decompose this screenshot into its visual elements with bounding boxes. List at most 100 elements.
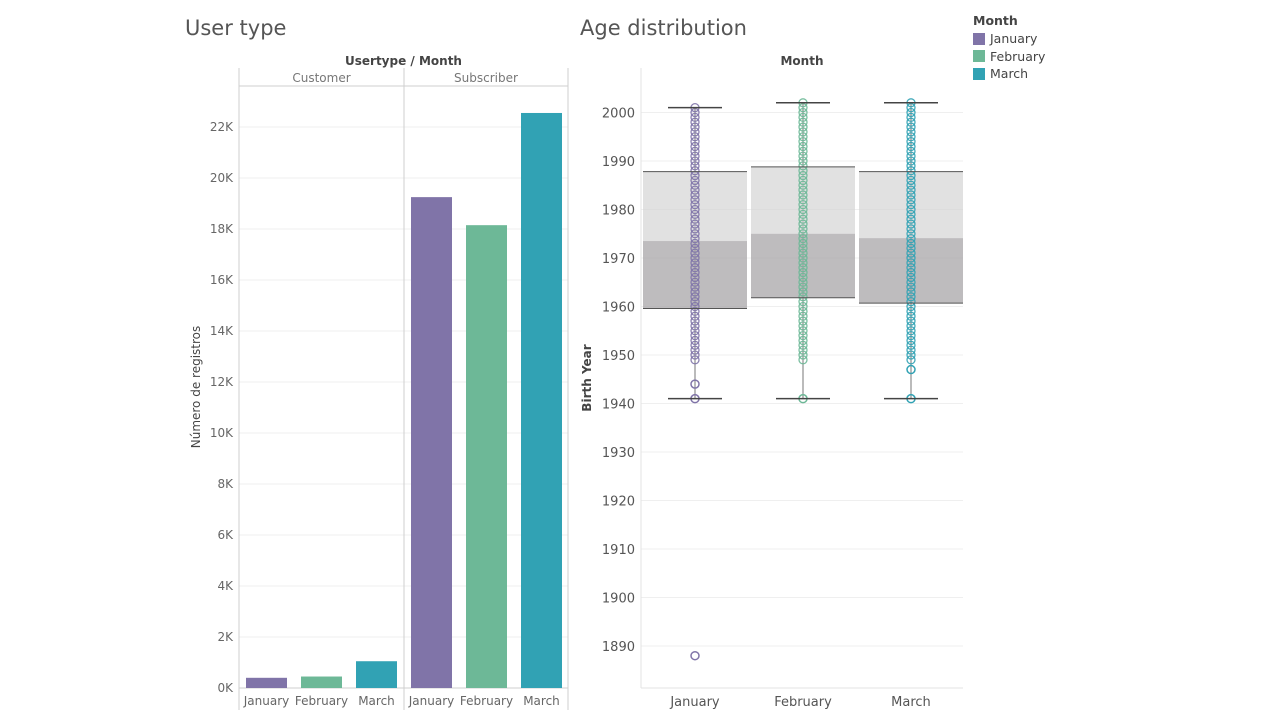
x-tick-label: February bbox=[295, 694, 348, 708]
bar bbox=[301, 676, 342, 688]
data-point bbox=[690, 214, 700, 224]
data-point bbox=[906, 355, 916, 365]
data-point bbox=[690, 127, 700, 137]
data-point bbox=[798, 258, 808, 268]
y-tick-label: 22K bbox=[210, 120, 234, 134]
data-point bbox=[690, 199, 700, 210]
y-tick-label: 1920 bbox=[602, 495, 635, 510]
data-point bbox=[906, 107, 916, 118]
y-tick-label: 16K bbox=[210, 273, 234, 287]
data-point bbox=[690, 219, 700, 229]
data-point bbox=[906, 233, 916, 244]
data-point bbox=[798, 98, 808, 108]
data-point bbox=[690, 243, 700, 253]
y-tick-label: 18K bbox=[210, 222, 234, 236]
data-point bbox=[798, 316, 808, 326]
y-tick-label: 1950 bbox=[602, 349, 635, 364]
data-point bbox=[690, 287, 700, 297]
data-point bbox=[690, 292, 700, 302]
data-point bbox=[690, 267, 700, 278]
data-point bbox=[798, 355, 808, 365]
data-point bbox=[798, 238, 808, 249]
data-point bbox=[690, 345, 700, 355]
y-tick-label: 2K bbox=[217, 630, 234, 644]
upper-box bbox=[751, 166, 855, 234]
data-point bbox=[690, 248, 700, 258]
data-point bbox=[906, 311, 916, 321]
data-point bbox=[906, 321, 916, 331]
data-point bbox=[690, 112, 700, 122]
legend-item-march[interactable]: March bbox=[973, 65, 1045, 83]
data-point bbox=[798, 180, 808, 190]
data-point bbox=[690, 238, 700, 249]
data-point bbox=[906, 219, 916, 229]
data-point bbox=[798, 287, 808, 297]
y-tick-label: 1890 bbox=[602, 640, 635, 655]
y-tick-label: 1980 bbox=[602, 204, 635, 219]
legend-item-february[interactable]: February bbox=[973, 48, 1045, 66]
data-point bbox=[690, 146, 700, 156]
data-point bbox=[690, 136, 700, 147]
data-point bbox=[690, 204, 700, 215]
data-point bbox=[798, 156, 808, 166]
outlier-point bbox=[690, 379, 700, 389]
data-point bbox=[906, 229, 916, 239]
data-point bbox=[690, 277, 700, 287]
data-point bbox=[798, 263, 808, 273]
data-point bbox=[798, 151, 808, 161]
data-point bbox=[690, 103, 700, 113]
data-point bbox=[798, 243, 808, 253]
column-header: Usertype / Month bbox=[345, 54, 462, 68]
data-point bbox=[906, 345, 916, 355]
outlier-point bbox=[690, 650, 700, 661]
data-point bbox=[690, 141, 700, 152]
data-point bbox=[798, 199, 808, 210]
data-point bbox=[690, 355, 700, 365]
panel-label-customer: Customer bbox=[292, 71, 350, 85]
upper-box bbox=[859, 171, 963, 239]
data-point bbox=[906, 350, 916, 360]
data-point bbox=[906, 258, 916, 268]
data-point bbox=[798, 136, 808, 147]
data-point bbox=[798, 204, 808, 215]
box-february bbox=[751, 98, 855, 404]
y-tick-label: 10K bbox=[210, 426, 234, 440]
data-point bbox=[690, 272, 700, 283]
data-point bbox=[798, 345, 808, 355]
data-point bbox=[906, 224, 916, 234]
data-point bbox=[906, 156, 916, 166]
data-point bbox=[798, 229, 808, 239]
data-point bbox=[906, 340, 916, 350]
data-point bbox=[690, 335, 700, 346]
data-point bbox=[798, 296, 808, 307]
y-axis-label: Birth Year bbox=[580, 344, 594, 411]
legend-item-january[interactable]: January bbox=[973, 30, 1045, 48]
y-tick-label: 4K bbox=[217, 579, 234, 593]
data-point bbox=[798, 267, 808, 278]
x-tick-label: February bbox=[460, 694, 513, 708]
data-point bbox=[690, 233, 700, 244]
data-point bbox=[798, 132, 808, 142]
data-point bbox=[906, 195, 916, 205]
data-point bbox=[798, 277, 808, 287]
data-point bbox=[906, 277, 916, 287]
data-point bbox=[906, 204, 916, 215]
data-point bbox=[906, 287, 916, 297]
y-tick-label: 1900 bbox=[602, 592, 635, 607]
data-point bbox=[906, 326, 916, 336]
data-point bbox=[690, 117, 700, 127]
data-point bbox=[798, 122, 808, 132]
boxplot-chart-title: Age distribution bbox=[580, 16, 747, 40]
data-point bbox=[906, 141, 916, 152]
bar bbox=[411, 197, 452, 688]
data-point bbox=[906, 190, 916, 200]
data-point bbox=[690, 170, 700, 181]
y-tick-label: 0K bbox=[217, 681, 234, 695]
data-point bbox=[906, 180, 916, 190]
bar bbox=[356, 661, 397, 688]
legend-title: Month bbox=[973, 13, 1018, 28]
data-point bbox=[690, 190, 700, 200]
legend-label: February bbox=[990, 48, 1046, 64]
box-march bbox=[859, 98, 963, 404]
legend-swatch bbox=[973, 50, 985, 63]
